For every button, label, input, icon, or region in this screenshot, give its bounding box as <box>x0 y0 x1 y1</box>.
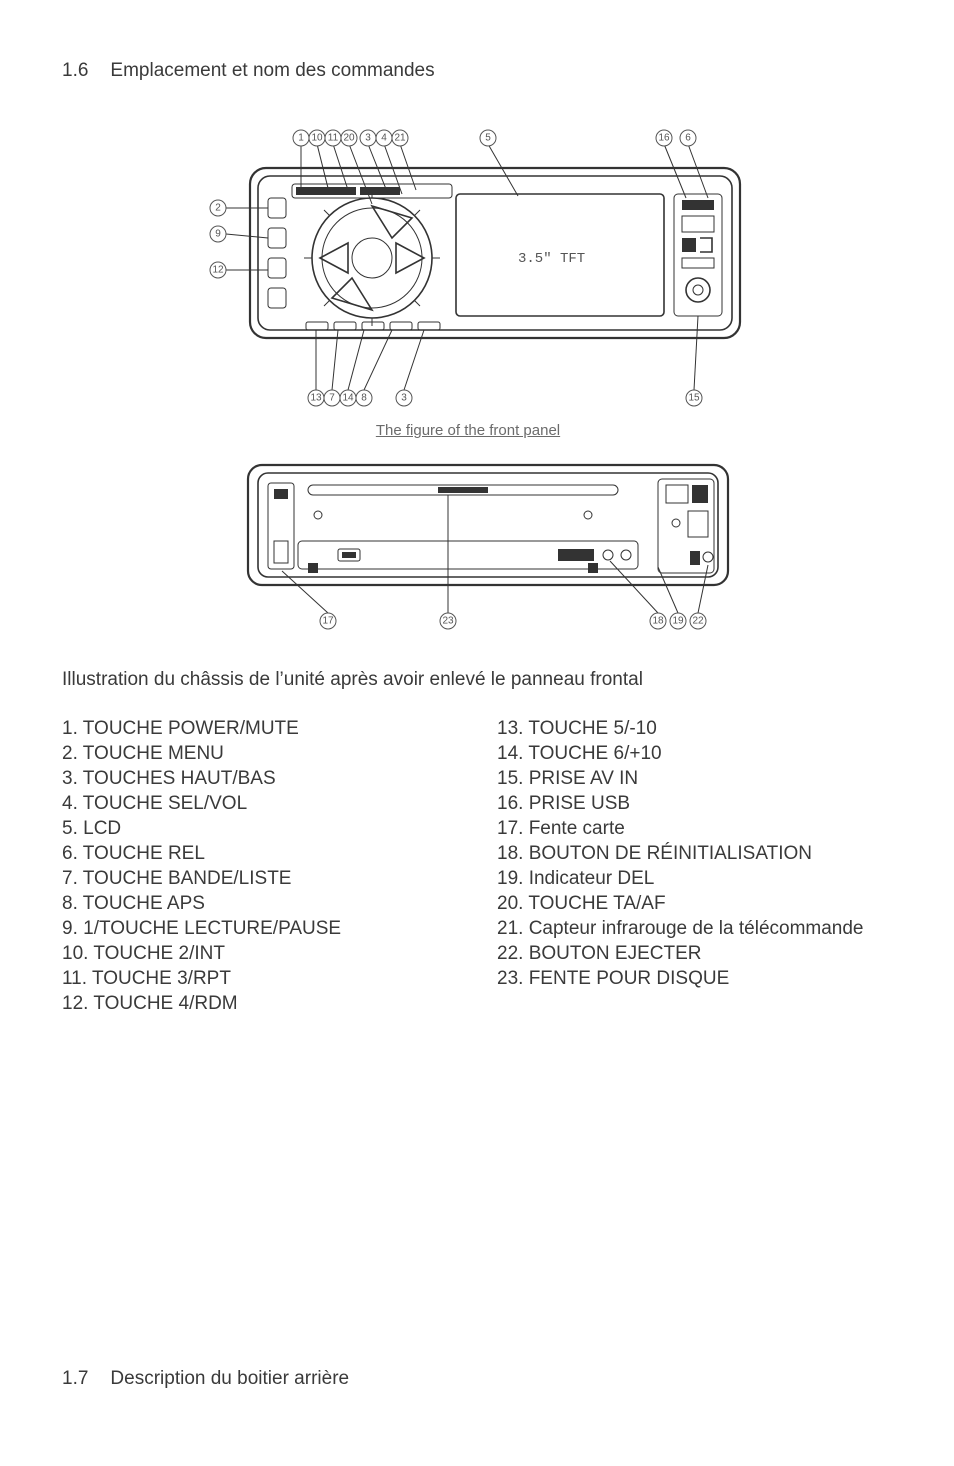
svg-text:18: 18 <box>652 616 664 627</box>
section-number: 1.7 <box>62 1368 88 1390</box>
list-item: 7. TOUCHE BANDE/LISTE <box>62 868 457 890</box>
chassis-diagram: 17 23 18 19 22 <box>188 445 748 645</box>
list-item: 13. TOUCHE 5/-10 <box>497 718 892 740</box>
list-item: 1. TOUCHE POWER/MUTE <box>62 718 457 740</box>
svg-text:2: 2 <box>215 203 221 214</box>
svg-text:7: 7 <box>329 393 335 404</box>
svg-text:16: 16 <box>658 133 670 144</box>
svg-text:13: 13 <box>310 393 322 404</box>
svg-text:3: 3 <box>365 133 371 144</box>
list-item: 17. Fente carte <box>497 818 892 840</box>
list-item: 21. Capteur infrarouge de la télécommand… <box>497 918 892 940</box>
svg-text:14: 14 <box>342 393 354 404</box>
svg-text:20: 20 <box>343 133 355 144</box>
left-callouts: 2 9 12 <box>210 200 226 278</box>
list-item: 15. PRISE AV IN <box>497 768 892 790</box>
tft-label: 3.5″ TFT <box>518 251 585 267</box>
bottom-callouts: 13 7 14 8 3 15 <box>308 390 702 406</box>
list-item: 22. BOUTON EJECTER <box>497 943 892 965</box>
svg-text:22: 22 <box>692 616 704 627</box>
top-callouts: 1 10 11 20 3 4 21 5 16 6 <box>293 130 696 146</box>
svg-text:4: 4 <box>381 133 387 144</box>
list-item: 10. TOUCHE 2/INT <box>62 943 457 965</box>
list-item: 3. TOUCHES HAUT/BAS <box>62 768 457 790</box>
section-title: Description du boitier arrière <box>110 1368 349 1390</box>
svg-text:19: 19 <box>672 616 684 627</box>
figures: 3.5″ TFT <box>118 98 818 645</box>
svg-text:3: 3 <box>401 393 407 404</box>
svg-text:5: 5 <box>485 133 491 144</box>
list-item: 16. PRISE USB <box>497 793 892 815</box>
list-item: 12. TOUCHE 4/RDM <box>62 993 457 1015</box>
chassis-callouts: 17 23 18 19 22 <box>320 613 706 629</box>
list-item: 19. Indicateur DEL <box>497 868 892 890</box>
controls-right-column: 13. TOUCHE 5/-10 14. TOUCHE 6/+10 15. PR… <box>497 715 892 1018</box>
section-1-7-heading: 1.7 Description du boitier arrière <box>62 1368 892 1390</box>
section-1-6-heading: 1.6 Emplacement et nom des commandes <box>62 60 892 82</box>
svg-text:21: 21 <box>394 133 406 144</box>
list-item: 18. BOUTON DE RÉINITIALISATION <box>497 843 892 865</box>
list-item: 6. TOUCHE REL <box>62 843 457 865</box>
list-item: 8. TOUCHE APS <box>62 893 457 915</box>
front-panel-caption: The figure of the front panel <box>118 422 818 439</box>
list-item: 23. FENTE POUR DISQUE <box>497 968 892 990</box>
svg-text:12: 12 <box>212 265 224 276</box>
svg-text:9: 9 <box>215 229 221 240</box>
controls-left-column: 1. TOUCHE POWER/MUTE 2. TOUCHE MENU 3. T… <box>62 715 457 1018</box>
controls-columns: 1. TOUCHE POWER/MUTE 2. TOUCHE MENU 3. T… <box>62 715 892 1018</box>
page: 1.6 Emplacement et nom des commandes <box>0 0 954 1466</box>
list-item: 5. LCD <box>62 818 457 840</box>
chassis-note: Illustration du châssis de l’unité après… <box>62 669 892 691</box>
svg-text:10: 10 <box>311 133 323 144</box>
list-item: 11. TOUCHE 3/RPT <box>62 968 457 990</box>
list-item: 20. TOUCHE TA/AF <box>497 893 892 915</box>
svg-text:11: 11 <box>328 133 339 144</box>
list-item: 14. TOUCHE 6/+10 <box>497 743 892 765</box>
svg-text:1: 1 <box>298 133 304 144</box>
section-number: 1.6 <box>62 60 88 82</box>
list-item: 9. 1/TOUCHE LECTURE/PAUSE <box>62 918 457 940</box>
svg-text:17: 17 <box>322 616 334 627</box>
svg-text:8: 8 <box>361 393 367 404</box>
section-title: Emplacement et nom des commandes <box>110 60 434 82</box>
svg-text:6: 6 <box>685 133 691 144</box>
svg-text:15: 15 <box>688 393 700 404</box>
list-item: 4. TOUCHE SEL/VOL <box>62 793 457 815</box>
front-panel-diagram: 3.5″ TFT <box>188 98 748 418</box>
list-item: 2. TOUCHE MENU <box>62 743 457 765</box>
svg-text:23: 23 <box>442 616 454 627</box>
